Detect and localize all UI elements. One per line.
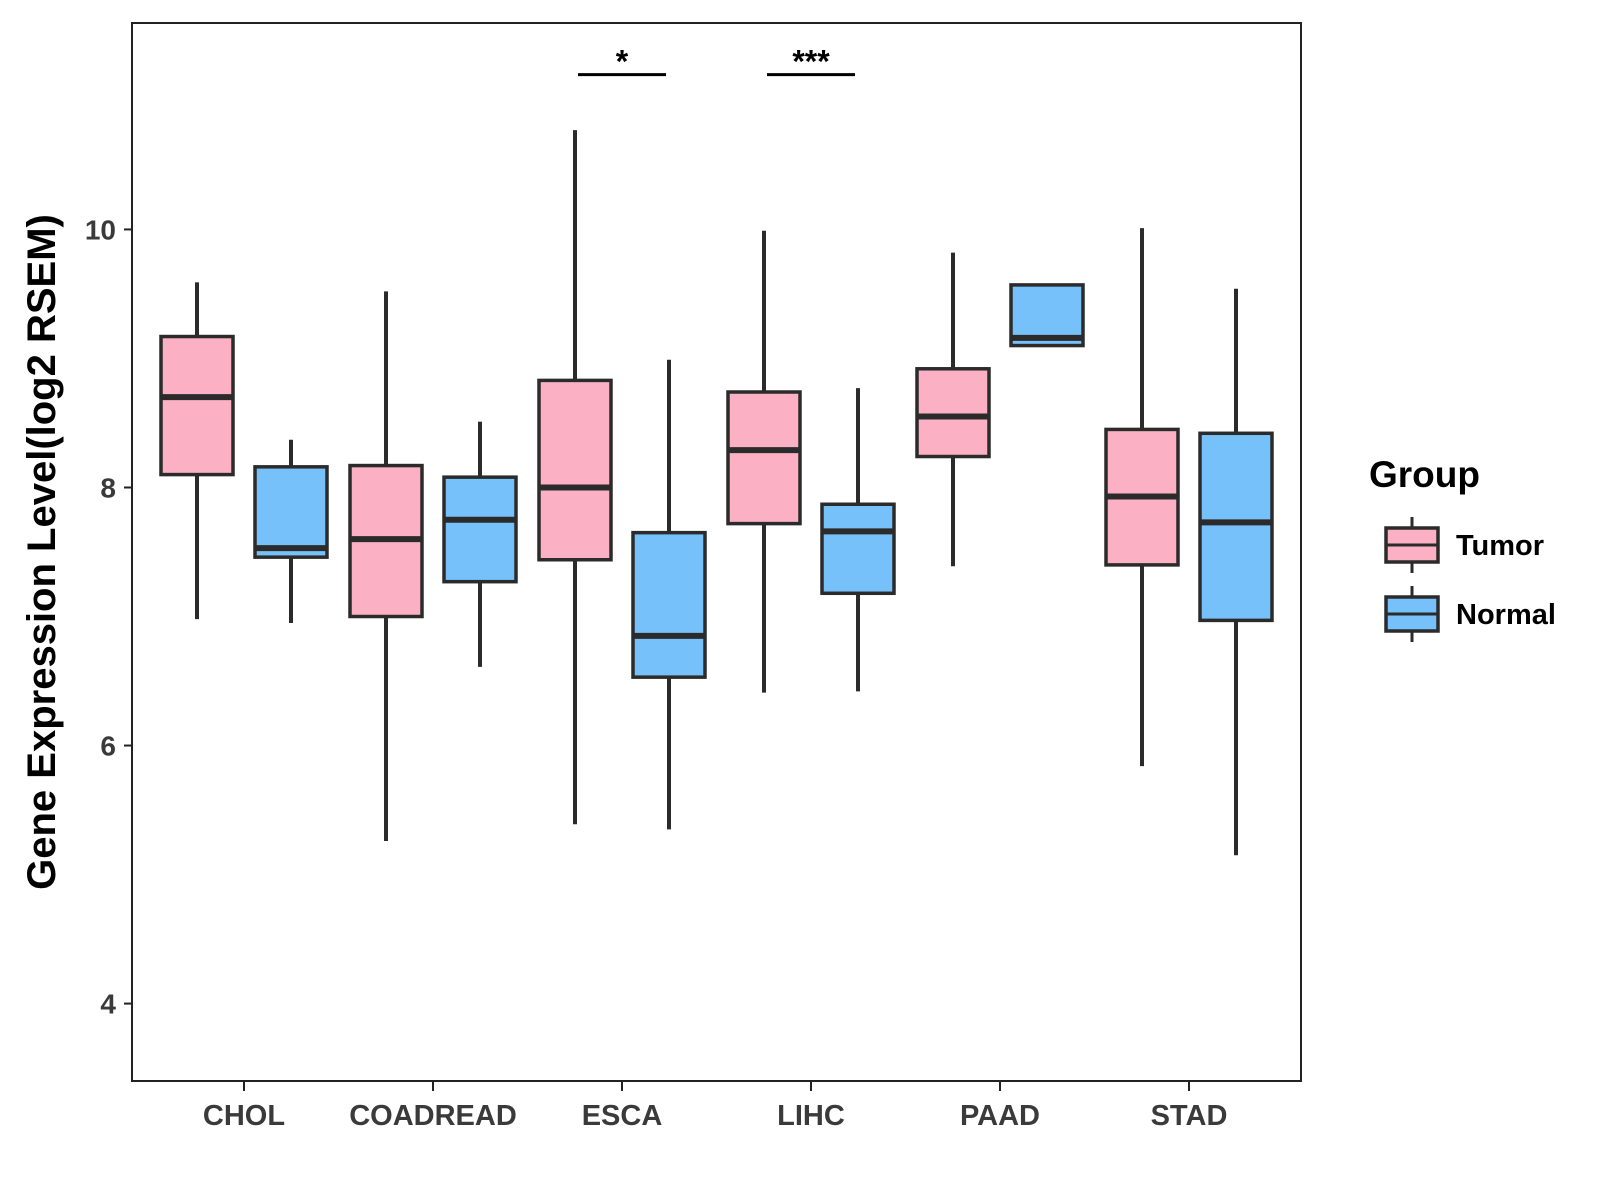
box-coadread-normal bbox=[442, 475, 518, 584]
x-tick-label-paad: PAAD bbox=[960, 1100, 1040, 1132]
legend-label-normal: Normal bbox=[1456, 599, 1556, 631]
x-axis: CHOL COADREAD ESCA LIHC PAAD STAD bbox=[203, 1081, 1227, 1132]
box-chol-tumor bbox=[159, 334, 235, 477]
box-esca-normal bbox=[631, 530, 707, 679]
box-group-lihc-normal bbox=[820, 388, 896, 692]
box-chol-normal bbox=[253, 465, 329, 559]
x-tick-label-stad: STAD bbox=[1151, 1100, 1228, 1132]
significance-annotations: * *** bbox=[578, 44, 855, 80]
y-axis: 4 6 8 10 bbox=[85, 214, 132, 1020]
y-tick-label-8: 8 bbox=[100, 472, 116, 503]
box-group-esca-tumor bbox=[537, 130, 613, 825]
box-paad-tumor bbox=[915, 367, 991, 459]
box-group-coadread-tumor bbox=[348, 291, 424, 842]
box-group-paad-tumor bbox=[915, 252, 991, 567]
box-group-lihc-tumor bbox=[726, 230, 802, 693]
box-lihc-normal bbox=[820, 502, 896, 596]
box-group-chol-normal bbox=[253, 439, 329, 623]
significance-label-esca: * bbox=[616, 44, 629, 80]
box-group-paad-normal bbox=[1009, 283, 1085, 348]
box-group-stad-tumor bbox=[1104, 228, 1180, 767]
y-tick-label-10: 10 bbox=[85, 214, 116, 245]
box-esca-tumor bbox=[537, 378, 613, 562]
legend-label-tumor: Tumor bbox=[1456, 530, 1544, 562]
legend: Group Tumor Normal bbox=[1369, 454, 1556, 642]
box-group-esca-normal bbox=[631, 359, 707, 830]
plot-area bbox=[159, 130, 1274, 856]
y-tick-label-4: 4 bbox=[100, 989, 116, 1020]
plot-panel-border bbox=[131, 22, 1302, 1082]
x-tick-label-chol: CHOL bbox=[203, 1100, 285, 1132]
box-lihc-tumor bbox=[726, 390, 802, 526]
x-tick-label-esca: ESCA bbox=[582, 1100, 663, 1132]
legend-title: Group bbox=[1369, 454, 1480, 495]
x-tick-label-lihc: LIHC bbox=[777, 1100, 845, 1132]
significance-label-lihc: *** bbox=[792, 44, 830, 80]
box-group-chol-tumor bbox=[159, 282, 235, 620]
x-tick-label-coadread: COADREAD bbox=[349, 1100, 517, 1132]
box-stad-normal bbox=[1198, 431, 1274, 623]
y-tick-label-6: 6 bbox=[100, 731, 116, 762]
box-group-stad-normal bbox=[1198, 288, 1274, 856]
box-group-coadread-normal bbox=[442, 421, 518, 667]
y-axis-label: Gene Expression Level(log2 RSEM) bbox=[20, 214, 64, 890]
